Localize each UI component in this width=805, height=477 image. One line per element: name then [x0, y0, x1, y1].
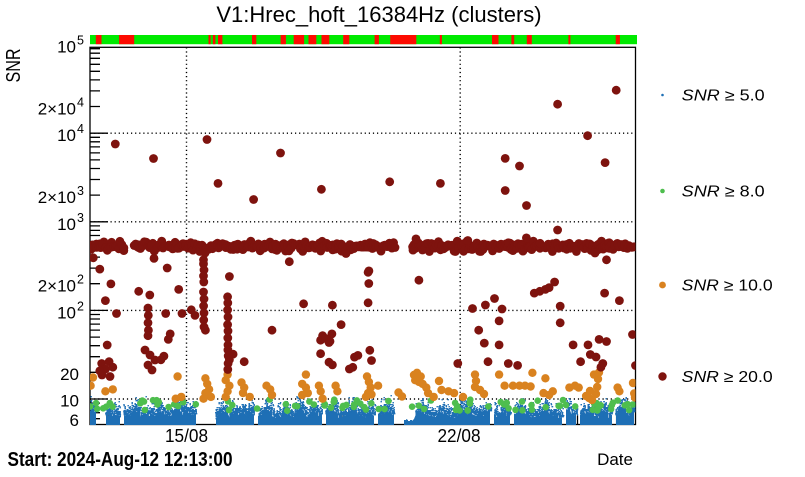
- svg-text:SNR ≥ 5.0: SNR ≥ 5.0: [682, 87, 765, 104]
- svg-text:22/08: 22/08: [438, 426, 481, 446]
- svg-text:SNR: SNR: [3, 49, 25, 83]
- svg-text:Date: Date: [597, 450, 633, 469]
- svg-text:3: 3: [77, 211, 84, 225]
- svg-text:6: 6: [70, 411, 79, 430]
- svg-text:Start: 2024-Aug-12 12:13:00: Start: 2024-Aug-12 12:13:00: [8, 449, 233, 471]
- svg-text:SNR ≥ 20.0: SNR ≥ 20.0: [682, 369, 773, 386]
- svg-text:10: 10: [57, 215, 76, 234]
- svg-text:15/08: 15/08: [165, 426, 208, 446]
- svg-text:10: 10: [60, 392, 79, 411]
- svg-text:2: 2: [77, 273, 84, 287]
- svg-text:V1:Hrec_hoft_16384Hz (clusters: V1:Hrec_hoft_16384Hz (clusters): [216, 2, 541, 27]
- svg-text:SNR ≥ 10.0: SNR ≥ 10.0: [682, 277, 773, 294]
- svg-text:4: 4: [77, 96, 84, 110]
- svg-text:2×10: 2×10: [38, 277, 76, 296]
- svg-text:4: 4: [77, 122, 84, 136]
- svg-text:2: 2: [77, 299, 84, 313]
- svg-text:2×10: 2×10: [38, 188, 76, 207]
- svg-text:10: 10: [57, 38, 76, 57]
- svg-text:10: 10: [57, 303, 76, 322]
- svg-text:SNR ≥ 8.0: SNR ≥ 8.0: [682, 183, 765, 200]
- svg-text:20: 20: [60, 365, 79, 384]
- svg-text:3: 3: [77, 184, 84, 198]
- svg-text:10: 10: [57, 126, 76, 145]
- svg-text:5: 5: [77, 34, 84, 48]
- svg-text:2×10: 2×10: [38, 100, 76, 119]
